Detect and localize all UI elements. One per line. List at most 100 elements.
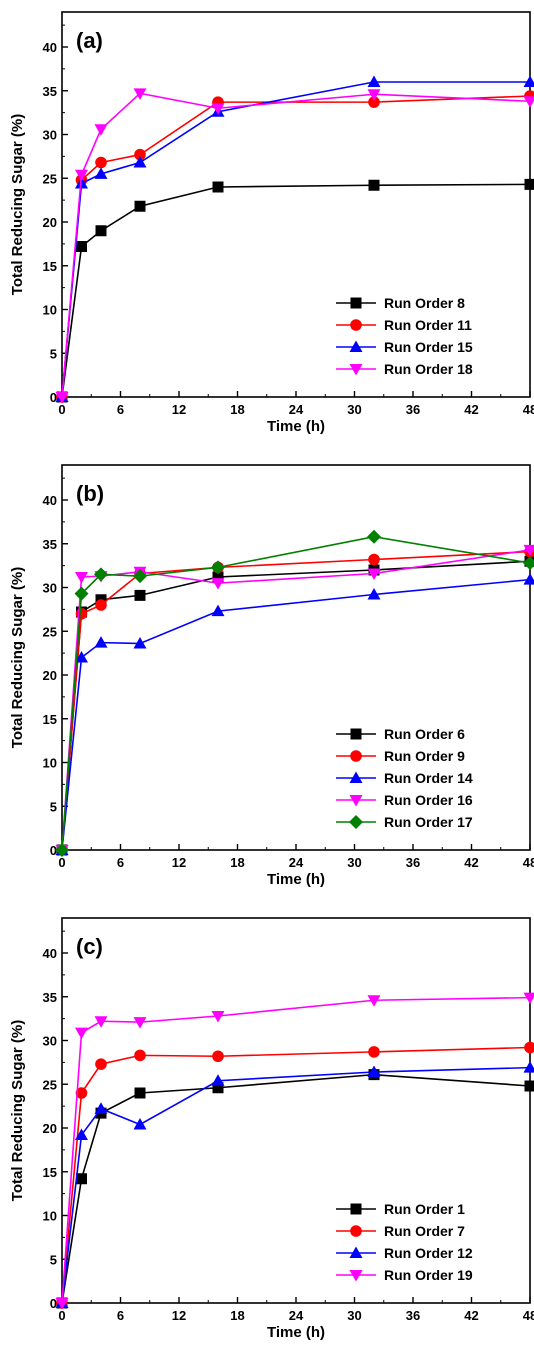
data-point xyxy=(134,1118,147,1130)
y-tick-label: 10 xyxy=(43,303,57,318)
x-tick-label: 24 xyxy=(289,402,304,417)
series-run-order-6 xyxy=(57,556,534,856)
x-tick-label: 30 xyxy=(347,402,361,417)
series-run-order-19 xyxy=(56,993,534,1310)
legend-entry: Run Order 6 xyxy=(384,726,465,742)
panel-label-c: (c) xyxy=(76,934,103,959)
panel-label-a: (a) xyxy=(76,28,103,53)
y-tick-label: 20 xyxy=(43,215,57,230)
data-point xyxy=(135,590,146,601)
series-run-order-11 xyxy=(56,90,534,403)
data-point xyxy=(75,1028,88,1040)
x-tick-label: 6 xyxy=(117,402,124,417)
data-point xyxy=(524,96,534,108)
data-point xyxy=(75,572,88,584)
y-tick-label: 35 xyxy=(43,990,57,1005)
x-tick-label: 24 xyxy=(289,855,304,870)
x-tick-label: 36 xyxy=(406,855,420,870)
y-axis-label: Total Reducing Sugar (%) xyxy=(9,567,26,748)
legend-marker xyxy=(350,319,362,331)
legend-entry: Run Order 18 xyxy=(384,361,473,377)
y-tick-label: 20 xyxy=(43,1121,57,1136)
y-tick-label: 35 xyxy=(43,84,57,99)
series-run-order-18 xyxy=(56,88,534,403)
data-point xyxy=(95,599,107,611)
x-tick-label: 24 xyxy=(289,1308,304,1323)
x-axis-label: Time (h) xyxy=(267,418,325,435)
x-tick-label: 18 xyxy=(230,402,244,417)
y-tick-label: 35 xyxy=(43,537,57,552)
data-point xyxy=(368,554,380,566)
x-tick-label: 0 xyxy=(58,1308,65,1323)
y-tick-label: 15 xyxy=(43,712,57,727)
x-tick-label: 30 xyxy=(347,1308,361,1323)
data-point xyxy=(95,636,108,648)
x-tick-label: 18 xyxy=(230,855,244,870)
data-point xyxy=(96,225,107,236)
x-tick-label: 0 xyxy=(58,855,65,870)
x-tick-label: 12 xyxy=(172,855,186,870)
y-tick-label: 25 xyxy=(43,1077,57,1092)
data-point xyxy=(368,1046,380,1058)
legend-entry: Run Order 9 xyxy=(384,748,465,764)
x-tick-label: 48 xyxy=(523,402,534,417)
y-tick-label: 15 xyxy=(43,259,57,274)
data-point xyxy=(525,1081,534,1092)
x-tick-label: 6 xyxy=(117,1308,124,1323)
legend: Run Order 8 Run Order 11 Run Order 15 Run O… xyxy=(336,295,473,377)
legend-entry: Run Order 1 xyxy=(384,1201,465,1217)
y-tick-label: 40 xyxy=(43,40,57,55)
data-point xyxy=(95,157,107,169)
legend-entry: Run Order 11 xyxy=(384,317,472,333)
x-tick-label: 36 xyxy=(406,402,420,417)
legend-marker xyxy=(350,1225,362,1237)
y-tick-label: 40 xyxy=(43,946,57,961)
legend-entry: Run Order 8 xyxy=(384,295,465,311)
legend-entry: Run Order 19 xyxy=(384,1267,473,1283)
data-point xyxy=(95,1058,107,1070)
legend-entry: Run Order 17 xyxy=(384,814,473,830)
data-point xyxy=(213,182,224,193)
data-point xyxy=(369,180,380,191)
data-point xyxy=(367,530,381,544)
x-tick-label: 0 xyxy=(58,402,65,417)
y-tick-label: 10 xyxy=(43,756,57,771)
x-axis-label: Time (h) xyxy=(267,1324,325,1341)
x-tick-label: 48 xyxy=(523,1308,534,1323)
legend-marker xyxy=(351,1204,362,1215)
x-tick-label: 30 xyxy=(347,855,361,870)
data-point xyxy=(524,1042,534,1054)
panel-label-b: (b) xyxy=(76,481,104,506)
data-point xyxy=(134,1017,147,1029)
data-point xyxy=(212,1050,224,1062)
y-tick-label: 10 xyxy=(43,1209,57,1224)
y-tick-label: 25 xyxy=(43,624,57,639)
y-tick-label: 25 xyxy=(43,171,57,186)
data-point xyxy=(134,1050,146,1062)
x-tick-label: 12 xyxy=(172,1308,186,1323)
data-point xyxy=(525,179,534,190)
legend-marker xyxy=(350,750,362,762)
legend-entry: Run Order 7 xyxy=(384,1223,465,1239)
data-point xyxy=(76,241,87,252)
x-axis-label: Time (h) xyxy=(267,871,325,888)
data-point xyxy=(524,573,534,585)
x-tick-label: 42 xyxy=(464,855,478,870)
legend-marker xyxy=(351,298,362,309)
y-tick-label: 30 xyxy=(43,128,57,143)
legend-entry: Run Order 15 xyxy=(384,339,473,355)
x-tick-label: 42 xyxy=(464,402,478,417)
x-tick-label: 18 xyxy=(230,1308,244,1323)
y-tick-label: 40 xyxy=(43,493,57,508)
x-tick-label: 6 xyxy=(117,855,124,870)
series-line xyxy=(62,580,530,850)
x-tick-label: 42 xyxy=(464,1308,478,1323)
data-point xyxy=(135,201,146,212)
y-axis-label: Total Reducing Sugar (%) xyxy=(9,1020,26,1201)
y-tick-label: 15 xyxy=(43,1165,57,1180)
